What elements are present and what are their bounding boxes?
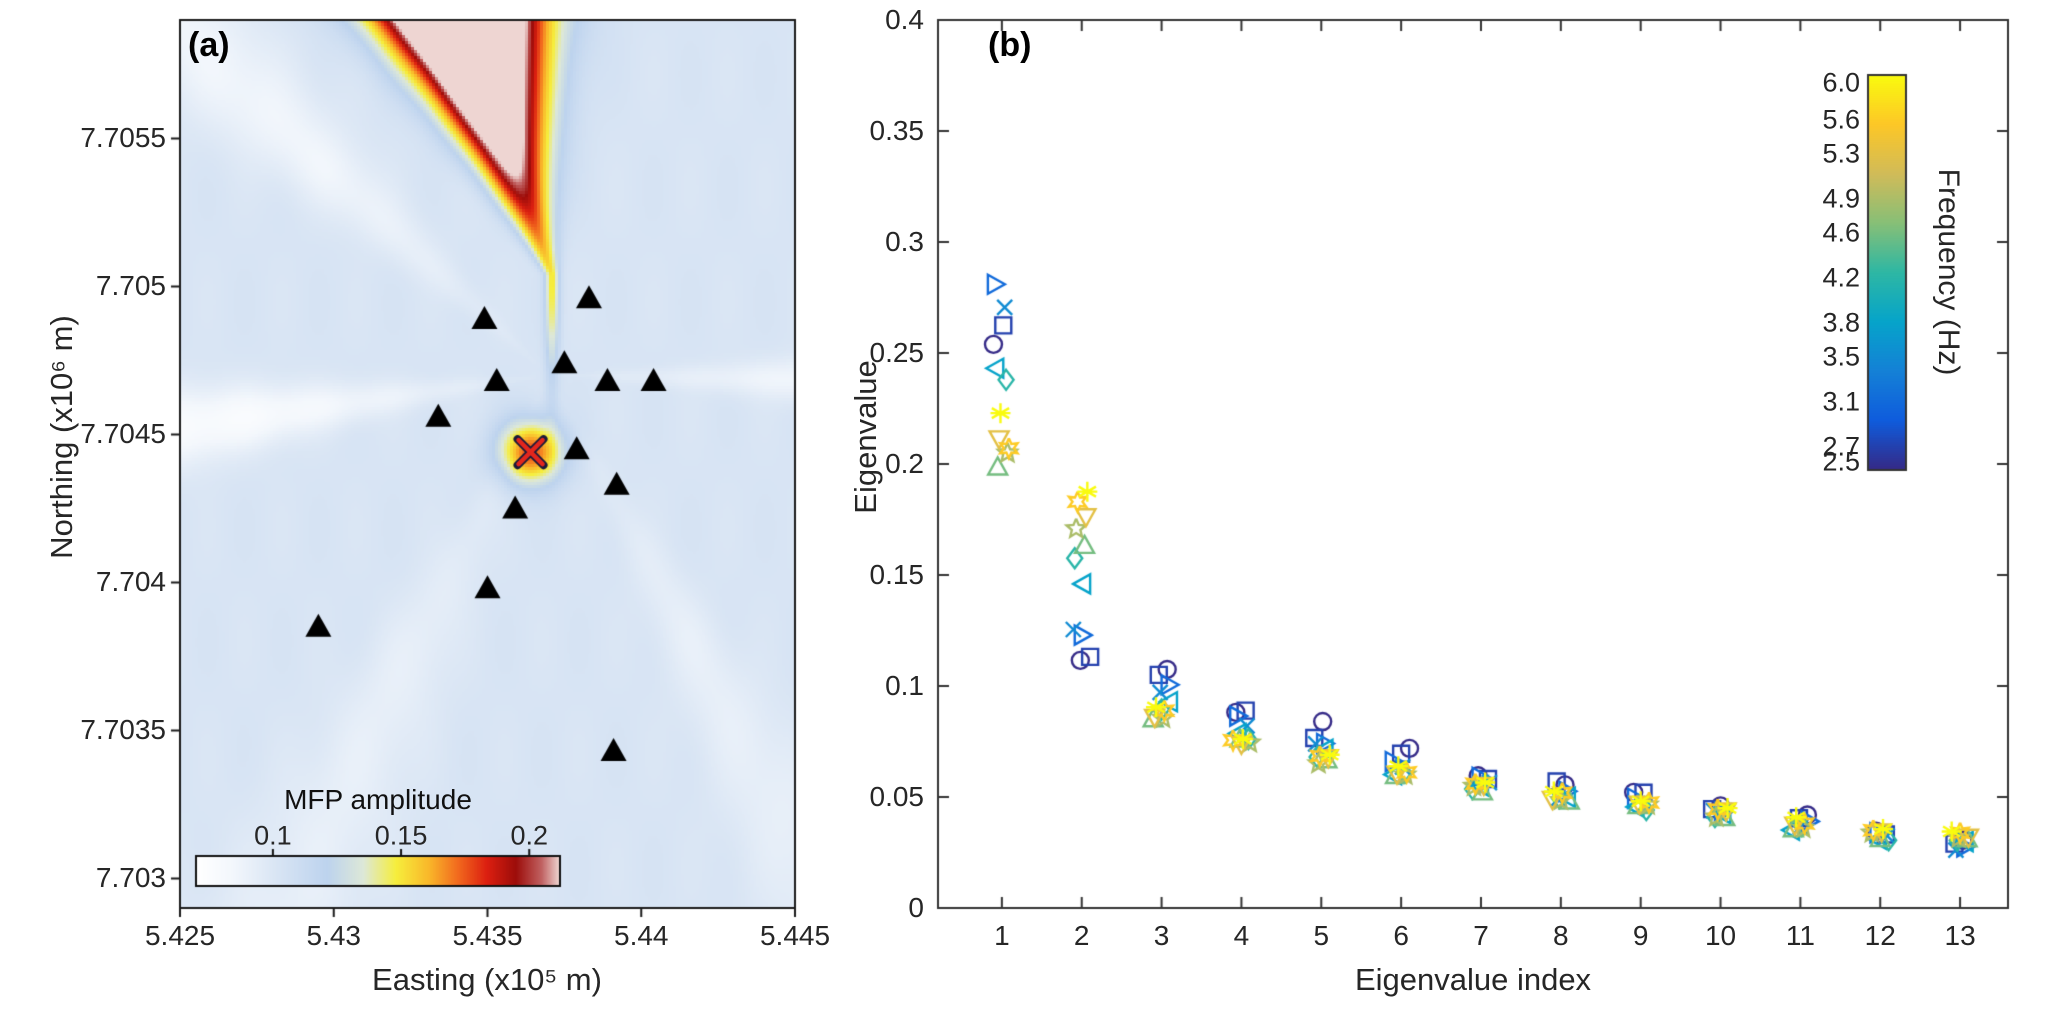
figure-canvas xyxy=(0,0,2067,1014)
figure-root: (a) Easting (x10⁵ m) Northing (x10⁶ m) M… xyxy=(0,0,2067,1014)
